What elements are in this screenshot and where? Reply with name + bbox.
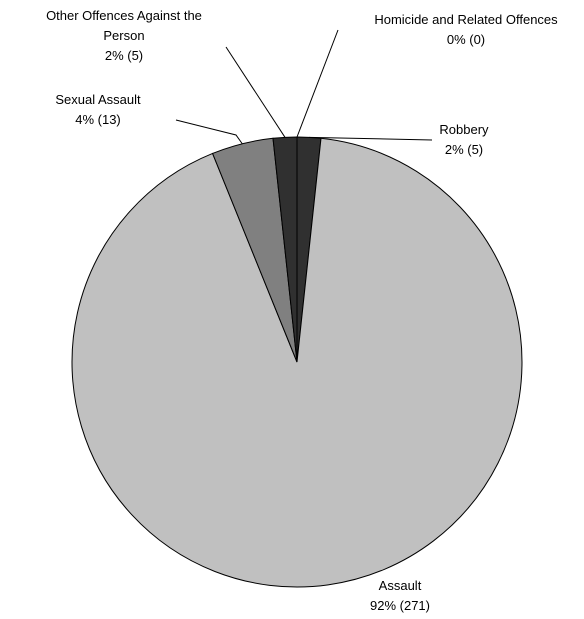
slice-label-line: Assault — [379, 578, 422, 593]
leader-line-homicide-and-related-offences — [296, 29, 339, 138]
leader-lines — [175, 29, 433, 145]
leader-line-robbery — [309, 136, 433, 141]
leader-line-other-offences-against-the-person — [225, 46, 286, 138]
slice-label-line: Homicide and Related Offences — [374, 12, 558, 27]
slice-label-sexual-assault: Sexual Assault 4% (13) — [55, 92, 141, 127]
slice-label-line: 2% (5) — [445, 142, 483, 157]
slice-label-homicide-and-related-offences: Homicide and Related Offences 0% (0) — [374, 12, 558, 47]
slice-label-line: Sexual Assault — [55, 92, 141, 107]
slice-labels: Homicide and Related Offences 0% (0) Robbe… — [46, 8, 558, 613]
slice-label-assault: Assault 92% (271) — [370, 578, 430, 613]
slice-label-line: 2% (5) — [105, 48, 143, 63]
slice-label-robbery: Robbery 2% (5) — [439, 122, 489, 157]
slice-label-line: 0% (0) — [447, 32, 485, 47]
slice-label-line: 4% (13) — [75, 112, 121, 127]
leader-line-sexual-assault — [175, 119, 243, 145]
pie-slices — [71, 136, 523, 588]
slice-label-other-offences-against-the-person: Other Offences Against the Person 2% (5) — [46, 8, 202, 63]
pie-slice-assault — [71, 137, 523, 588]
slice-label-line: 92% (271) — [370, 598, 430, 613]
slice-label-line: Person — [103, 28, 144, 43]
slice-label-line: Robbery — [439, 122, 489, 137]
slice-label-line: Other Offences Against the — [46, 8, 202, 23]
